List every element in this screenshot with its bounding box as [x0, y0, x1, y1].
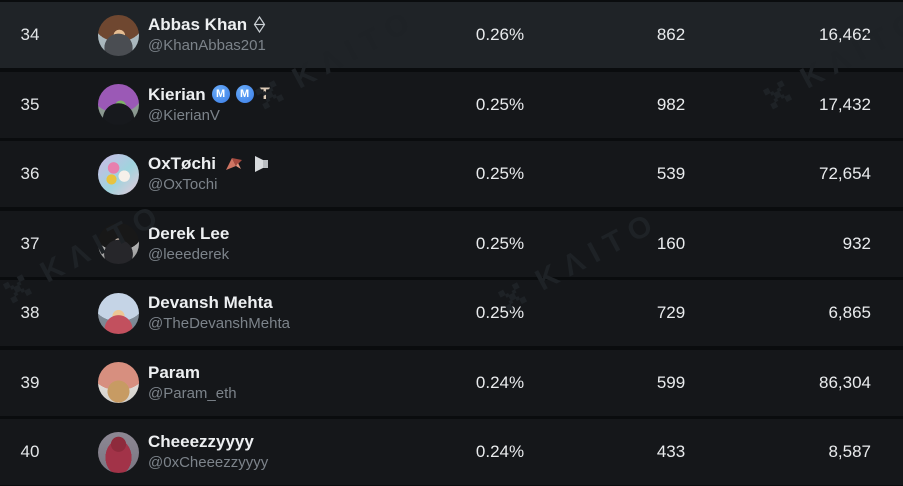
name-line: Derek Lee	[148, 223, 438, 244]
user-handle: @KhanAbbas201	[148, 37, 266, 54]
total-value: 932	[842, 233, 871, 253]
leaderboard-row[interactable]: 36 OxTøchi @OxTochi 0.25% 539 72,654	[0, 141, 903, 207]
mindshare-percent: 0.25%	[475, 94, 525, 114]
leaderboard-row[interactable]: 39 Param @Param_eth 0.24% 599 86,304	[0, 349, 903, 416]
eth-icon	[253, 16, 266, 33]
user-handle: @KierianV	[148, 106, 220, 124]
m-badge-icon: M	[235, 85, 254, 103]
name-decorations	[253, 16, 266, 33]
score-value: 433	[656, 442, 686, 461]
user-handle: @0xCheeezzyyyy	[148, 454, 269, 471]
avatar[interactable]	[98, 362, 139, 403]
leaderboard-row[interactable]: 37 Derek Lee @leeederek 0.25% 160 932	[0, 210, 903, 277]
avatar[interactable]	[98, 292, 139, 334]
rank-number: 35	[20, 94, 40, 114]
display-name: Param	[148, 362, 200, 382]
total-value: 6,865	[828, 303, 871, 322]
name-line: Devansh Mehta	[148, 292, 438, 313]
avatar[interactable]	[98, 223, 139, 264]
mindshare-percent: 0.26%	[475, 25, 525, 44]
mindshare-percent: 0.24%	[475, 442, 525, 461]
rank-number: 37	[20, 233, 40, 253]
display-name: Derek Lee	[148, 223, 230, 243]
name-decorations	[222, 155, 271, 173]
leaderboard-row[interactable]: 34 Abbas Khan @KhanAbbas201 0.26% 862 16…	[0, 2, 903, 68]
score-value: 160	[656, 233, 686, 253]
name-line: OxTøchi	[148, 153, 438, 174]
name-line: Param	[148, 362, 438, 383]
user-handle: @leeederek	[148, 245, 230, 263]
display-name: Abbas Khan	[148, 15, 248, 34]
display-name: Cheeezzyyyy	[148, 432, 254, 451]
speaker-icon	[252, 155, 271, 173]
total-value: 86,304	[819, 372, 871, 392]
user-handle: @TheDevanshMehta	[148, 315, 290, 332]
total-value: 72,654	[819, 164, 871, 183]
avatar[interactable]	[98, 84, 139, 125]
leaderboard-row[interactable]: 38 Devansh Mehta @TheDevanshMehta 0.25% …	[0, 280, 903, 346]
leaderboard-row[interactable]: 40 Cheeezzyyyy @0xCheeezzyyyy 0.24% 433 …	[0, 419, 903, 485]
name-suffix-text: T	[259, 84, 271, 103]
m-badge-icon: M	[211, 85, 230, 103]
mindshare-percent: 0.24%	[475, 372, 525, 392]
mindshare-percent: 0.25%	[475, 303, 525, 322]
rank-number: 36	[20, 164, 40, 183]
avatar[interactable]	[98, 431, 139, 473]
total-value: 17,432	[819, 94, 871, 114]
rank-number: 34	[20, 25, 40, 44]
rank-number: 38	[20, 303, 40, 322]
avatar[interactable]	[98, 14, 139, 56]
score-value: 982	[656, 94, 686, 114]
name-line: Cheeezzyyyy	[148, 431, 438, 452]
score-value: 599	[656, 372, 686, 392]
rank-number: 40	[20, 442, 40, 461]
total-value: 8,587	[828, 442, 871, 461]
rank-number: 39	[20, 372, 40, 392]
mindshare-percent: 0.25%	[475, 164, 525, 183]
user-handle: @Param_eth	[148, 384, 237, 402]
total-value: 16,462	[819, 25, 871, 44]
score-value: 729	[656, 303, 686, 322]
bird-icon	[222, 155, 246, 173]
score-value: 539	[656, 164, 686, 183]
name-line: Abbas Khan	[148, 14, 438, 35]
display-name: OxTøchi	[148, 154, 217, 173]
score-value: 862	[656, 25, 686, 44]
display-name: Devansh Mehta	[148, 293, 273, 312]
mindshare-percent: 0.25%	[475, 233, 525, 253]
user-handle: @OxTochi	[148, 176, 218, 193]
avatar[interactable]	[98, 153, 139, 195]
display-name: Kierian	[148, 84, 206, 104]
